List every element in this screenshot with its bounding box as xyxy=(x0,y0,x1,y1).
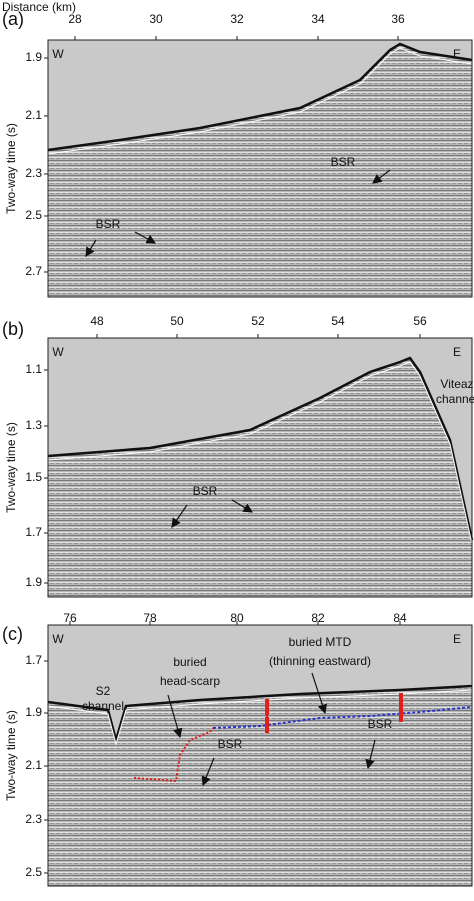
annotation: BSR xyxy=(218,737,243,751)
annotation: channel xyxy=(436,392,474,406)
annotation: Viteaz xyxy=(440,377,473,391)
arrow xyxy=(171,504,188,528)
y-tick-label: 1.3 xyxy=(25,418,42,432)
frame xyxy=(47,337,473,598)
y-tick-label: 1.1 xyxy=(25,362,42,376)
y-tick-label: 2.5 xyxy=(25,865,42,879)
panel: (b) 48 50 52 54 56 1.1 1.3 1.5 1.7 1.9 Two-way time… xyxy=(2,314,474,598)
seafloor xyxy=(47,47,473,155)
y-tick-label: 2.1 xyxy=(25,108,42,122)
panel-label: (c) xyxy=(2,624,23,644)
x-tick-label: 48 xyxy=(90,314,104,328)
head-scarp-line xyxy=(133,727,214,783)
x-tick-label: 56 xyxy=(413,314,427,328)
arrow xyxy=(311,672,327,715)
panel: (c) 76 78 80 82 84 1.7 1.9 2.1 2.3 2.5 Two-way time… xyxy=(2,611,473,887)
panel-label: (b) xyxy=(2,319,24,339)
x-tick-label: 30 xyxy=(149,12,163,26)
frame xyxy=(47,624,473,887)
seafloor xyxy=(47,356,474,541)
x-tick-label: 34 xyxy=(311,12,325,26)
distance-label: Distance (km) xyxy=(2,0,76,14)
x-tick-label: 82 xyxy=(311,611,325,625)
y-tick-label: 2.3 xyxy=(25,812,42,826)
annotation: BSR xyxy=(193,484,218,498)
y-axis-label: Two-way time (s) xyxy=(4,123,18,214)
y-tick-label: 1.7 xyxy=(25,653,42,667)
x-tick-label: 76 xyxy=(63,611,77,625)
y-tick-label: 1.7 xyxy=(25,525,42,539)
x-tick-label: 36 xyxy=(391,12,405,26)
y-tick-label: 1.9 xyxy=(25,50,42,64)
seafloor xyxy=(47,361,473,545)
x-tick-label: 52 xyxy=(251,314,265,328)
x-tick-label: 54 xyxy=(331,314,345,328)
arrow xyxy=(167,694,183,739)
west-label: W xyxy=(52,47,64,61)
mtd-base-line xyxy=(212,706,473,729)
x-tick-label: 50 xyxy=(170,314,184,328)
annotation: BSR xyxy=(331,155,356,169)
panel: (a) 28 30 32 34 36 1.9 2.1 2.3 2.5 2.7 Two-way time… xyxy=(2,9,473,298)
y-tick-label: 2.5 xyxy=(25,208,42,222)
x-tick-label: 80 xyxy=(230,611,244,625)
arrow xyxy=(231,499,254,513)
east-label: E xyxy=(453,632,461,646)
annotation: buried MTD xyxy=(289,635,352,649)
arrow xyxy=(372,169,391,184)
west-label: W xyxy=(52,345,64,359)
annotation: BSR xyxy=(96,217,121,231)
annotation: S2 xyxy=(96,684,111,698)
panel-label: (a) xyxy=(2,9,24,29)
y-tick-label: 2.1 xyxy=(25,758,42,772)
west-label: W xyxy=(52,632,64,646)
annotation: channel xyxy=(82,699,124,713)
y-tick-label: 1.9 xyxy=(25,705,42,719)
y-axis-label: Two-way time (s) xyxy=(4,422,18,513)
arrow xyxy=(85,239,97,258)
annotation: BSR xyxy=(368,717,393,731)
annotation: (thinning eastward) xyxy=(269,654,371,668)
seafloor xyxy=(47,689,473,746)
seafloor xyxy=(47,684,473,745)
x-tick-label: 78 xyxy=(143,611,157,625)
x-tick-label: 28 xyxy=(68,12,82,26)
annotation: head-scarp xyxy=(160,674,220,688)
arrow xyxy=(134,231,157,244)
frame xyxy=(47,39,473,298)
y-axis-label: Two-way time (s) xyxy=(4,710,18,801)
x-tick-label: 32 xyxy=(230,12,244,26)
water-column xyxy=(48,338,472,540)
y-tick-label: 2.3 xyxy=(25,166,42,180)
y-tick-label: 2.7 xyxy=(25,264,42,278)
annotation: buried xyxy=(173,655,206,669)
seafloor xyxy=(47,42,473,152)
east-label: E xyxy=(453,47,461,61)
y-tick-label: 1.9 xyxy=(25,575,42,589)
arrow xyxy=(365,739,376,770)
arrow xyxy=(201,757,215,787)
water-column xyxy=(48,625,472,740)
east-label: E xyxy=(453,345,461,359)
x-tick-label: 84 xyxy=(393,611,407,625)
y-tick-label: 1.5 xyxy=(25,470,42,484)
water-column xyxy=(48,40,472,150)
